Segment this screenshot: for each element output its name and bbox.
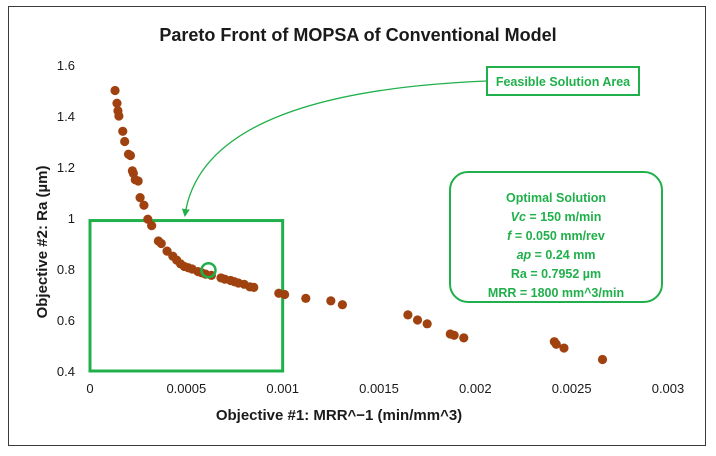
x-tick-labels: 0 0.0005 0.001 0.0015 0.002 0.0025 0.003 [86, 381, 684, 396]
data-point [147, 221, 157, 231]
callout-box [486, 66, 640, 96]
info-box-frame [449, 171, 663, 303]
callout-label: Feasible Solution Area [496, 75, 631, 89]
data-point [422, 319, 432, 329]
data-point [551, 339, 561, 349]
info-line-value: = 150 m/min [526, 210, 601, 224]
info-box-line: f = 0.050 mm/rev [507, 229, 605, 243]
y-tick-label: 1.2 [57, 160, 75, 175]
pareto-chart: Pareto Front of MOPSA of Conventional Mo… [34, 25, 684, 424]
x-tick-label: 0.003 [652, 381, 685, 396]
chart-frame: Pareto Front of MOPSA of Conventional Mo… [8, 6, 706, 446]
info-box-title: Optimal Solution [506, 191, 606, 205]
callout-arrow [181, 80, 488, 217]
data-point [125, 150, 136, 161]
y-tick-label: 0.6 [57, 313, 75, 328]
x-tick-label: 0.002 [459, 381, 492, 396]
info-line-value: MRR = 1800 mm^3/min [488, 286, 624, 300]
x-tick-label: 0.0005 [166, 381, 206, 396]
data-point [459, 333, 469, 343]
y-axis-title: Objective #2: Ra (µm) [34, 166, 51, 319]
info-line-value: = 0.050 mm/rev [511, 229, 605, 243]
info-line-label: Vc [511, 210, 526, 224]
info-box-lines: Vc = 150 m/min f = 0.050 mm/rev ap = 0.24 … [488, 210, 624, 300]
x-tick-label: 0 [86, 381, 93, 396]
info-line-label: f [507, 229, 513, 243]
info-line-value: Ra = 0.7952 µm [511, 267, 601, 281]
data-point [139, 200, 149, 210]
data-point [597, 354, 608, 365]
y-tick-label: 1 [68, 211, 75, 226]
data-point [559, 343, 569, 353]
data-point [279, 289, 290, 300]
data-point [337, 300, 347, 310]
feasible-callout: Feasible Solution Area [181, 66, 640, 217]
x-tick-label: 0.0015 [359, 381, 399, 396]
info-box-line: ap = 0.24 mm [517, 248, 596, 262]
y-tick-label: 0.4 [57, 364, 75, 379]
chart-title: Pareto Front of MOPSA of Conventional Mo… [159, 25, 556, 45]
x-axis-title: Objective #1: MRR^−1 (min/mm^3) [216, 407, 462, 424]
x-tick-label: 0.0025 [552, 381, 592, 396]
y-tick-label: 1.4 [57, 109, 75, 124]
data-point [449, 330, 459, 340]
optimal-solution-marker [200, 261, 217, 279]
pareto-points [110, 85, 608, 365]
info-box-line: Vc = 150 m/min [511, 210, 602, 224]
data-point [110, 85, 120, 96]
data-point [118, 126, 128, 136]
y-tick-labels: 0.4 0.6 0.8 1 1.2 1.4 1.6 [57, 58, 75, 379]
optimal-solution-box: Optimal Solution Vc = 150 m/min f = 0.050… [449, 171, 663, 303]
data-point [403, 310, 413, 320]
data-point [156, 238, 166, 249]
data-point [301, 293, 311, 303]
data-point [135, 193, 145, 203]
data-point [133, 176, 143, 186]
y-tick-label: 1.6 [57, 58, 75, 73]
info-line-value: = 0.24 mm [531, 248, 595, 262]
info-line-label: ap [517, 248, 532, 262]
info-box-line: Ra = 0.7952 µm [511, 267, 601, 281]
x-tick-label: 0.001 [266, 381, 299, 396]
data-point [326, 296, 336, 306]
data-point [412, 315, 423, 325]
data-point [249, 282, 259, 292]
data-point [120, 136, 130, 147]
y-tick-label: 0.8 [57, 262, 75, 277]
data-point [114, 111, 124, 121]
data-point [112, 98, 122, 108]
info-box-line: MRR = 1800 mm^3/min [488, 286, 624, 300]
feasible-solution-area-box [88, 219, 285, 373]
